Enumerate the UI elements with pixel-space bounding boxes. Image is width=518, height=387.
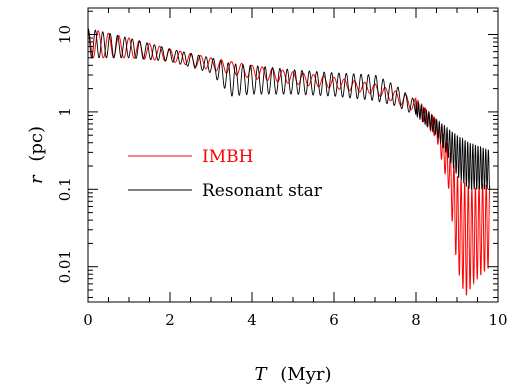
x-tick-label: 10 xyxy=(488,311,507,329)
y-tick-label: 1 xyxy=(56,107,74,117)
x-tick-label: 6 xyxy=(329,311,339,329)
y-axis-label-unit: (pc) xyxy=(26,126,47,162)
x-tick-label: 4 xyxy=(247,311,257,329)
y-tick-label: 0.1 xyxy=(56,177,74,201)
y-axis-label-var: r xyxy=(26,174,47,184)
legend: IMBH Resonant star xyxy=(128,147,323,201)
series-line-resonant-star xyxy=(88,28,491,190)
x-axis-label: T (Myr) xyxy=(255,364,332,385)
x-tick-label: 2 xyxy=(165,311,175,329)
plot-frame xyxy=(87,7,499,303)
legend-label-imbh: IMBH xyxy=(202,147,253,167)
y-axis-label: r (pc) xyxy=(26,126,47,184)
x-axis-label-unit: (Myr) xyxy=(280,364,331,385)
legend-label-resonant-star: Resonant star xyxy=(202,181,323,201)
series-layer xyxy=(88,27,491,296)
ticks-layer: 0 2 4 6 8 10 0.01 0.1 1 10 xyxy=(56,8,508,329)
x-tick-label: 8 xyxy=(411,311,421,329)
x-tick-label: 0 xyxy=(83,311,93,329)
series-line-imbh xyxy=(88,27,491,296)
y-tick-label: 10 xyxy=(56,25,74,44)
x-axis-label-var: T xyxy=(255,364,269,385)
y-tick-label: 0.01 xyxy=(56,250,74,283)
